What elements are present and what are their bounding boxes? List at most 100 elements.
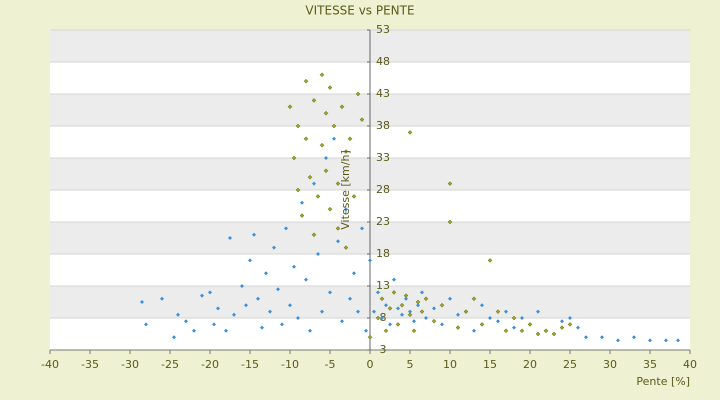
data-point: [311, 98, 317, 103]
data-point: [351, 194, 357, 199]
data-point: [323, 110, 329, 116]
data-point: [300, 200, 304, 205]
data-point: [415, 299, 421, 305]
x-tick-label: 40: [683, 358, 697, 371]
y-tick-label: 38: [376, 119, 390, 132]
data-point: [360, 226, 364, 231]
data-point: [339, 104, 345, 110]
data-point: [208, 290, 212, 295]
y-tick-label: 13: [376, 279, 390, 292]
x-tick-label: 25: [563, 358, 577, 371]
y-tick-label: 28: [376, 183, 390, 196]
data-point: [648, 338, 652, 343]
data-point: [479, 322, 485, 327]
data-point: [248, 258, 252, 263]
data-point: [447, 219, 453, 225]
data-point: [380, 316, 384, 320]
data-point: [260, 325, 264, 330]
chart-title: VITESSE vs PENTE: [305, 4, 414, 18]
data-point: [527, 322, 533, 327]
data-point: [324, 156, 328, 160]
data-point: [420, 290, 424, 295]
data-point: [447, 181, 453, 186]
data-point: [303, 136, 309, 142]
data-point: [399, 302, 405, 308]
data-point: [407, 130, 413, 135]
data-point: [392, 277, 396, 282]
data-point: [488, 316, 492, 320]
data-point: [455, 325, 461, 330]
data-point: [372, 309, 376, 314]
y-tick-label: 48: [376, 55, 390, 68]
data-point: [364, 328, 368, 333]
x-tick-label: -20: [201, 358, 219, 371]
data-point: [343, 245, 349, 250]
data-point: [368, 258, 372, 263]
data-point: [295, 123, 301, 129]
data-point: [412, 319, 416, 324]
x-tick-label: 0: [367, 358, 374, 371]
data-point: [600, 335, 604, 340]
data-point: [535, 331, 541, 337]
data-point: [303, 78, 309, 84]
data-point: [192, 328, 196, 333]
data-point: [268, 309, 272, 314]
data-point: [172, 335, 176, 340]
x-tick-label: -25: [161, 358, 179, 371]
data-point: [359, 117, 365, 122]
data-point: [320, 309, 324, 314]
data-point: [543, 328, 549, 334]
data-point: [336, 239, 340, 244]
data-point: [379, 296, 385, 302]
data-point: [240, 284, 244, 288]
x-tick-label: 20: [523, 358, 537, 371]
x-tick-label: -10: [281, 358, 299, 371]
data-point: [176, 312, 180, 317]
data-point: [632, 335, 636, 340]
data-point: [567, 322, 573, 327]
data-point: [308, 328, 312, 333]
data-point: [419, 309, 425, 314]
data-point: [312, 181, 316, 186]
data-point: [316, 252, 320, 256]
x-tick-label: 15: [483, 358, 497, 371]
data-point: [472, 328, 476, 333]
data-point: [576, 325, 580, 330]
data-point: [352, 271, 356, 276]
data-point: [299, 213, 305, 218]
data-point: [487, 258, 493, 263]
data-point: [520, 316, 524, 320]
data-point: [184, 319, 188, 324]
data-point: [584, 335, 588, 340]
data-point: [272, 245, 276, 250]
data-point: [288, 303, 292, 308]
x-tick-label: 5: [407, 358, 414, 371]
x-tick-label: -15: [241, 358, 259, 371]
y-tick-label: 33: [376, 151, 390, 164]
data-point: [416, 303, 420, 308]
x-axis-title: Pente [%]: [636, 375, 690, 388]
data-point: [216, 306, 220, 311]
data-point: [200, 293, 204, 298]
data-point: [256, 296, 260, 301]
x-tick-label: -5: [325, 358, 336, 371]
x-tick-label: 10: [443, 358, 457, 371]
data-point: [391, 290, 397, 295]
data-point: [407, 312, 413, 318]
data-point: [376, 290, 380, 295]
data-point: [327, 206, 333, 212]
y-tick-label: 23: [376, 215, 390, 228]
y-tick-label: 18: [376, 247, 390, 260]
data-point: [315, 194, 321, 199]
data-point: [504, 309, 508, 314]
data-point: [327, 85, 333, 90]
data-point: [331, 123, 337, 129]
data-point: [551, 331, 557, 337]
data-point: [264, 271, 268, 276]
x-tick-label: -40: [41, 358, 59, 371]
data-point: [400, 312, 404, 317]
data-point: [160, 296, 164, 301]
data-point: [292, 264, 296, 269]
data-point: [344, 207, 348, 212]
data-point: [280, 322, 284, 327]
